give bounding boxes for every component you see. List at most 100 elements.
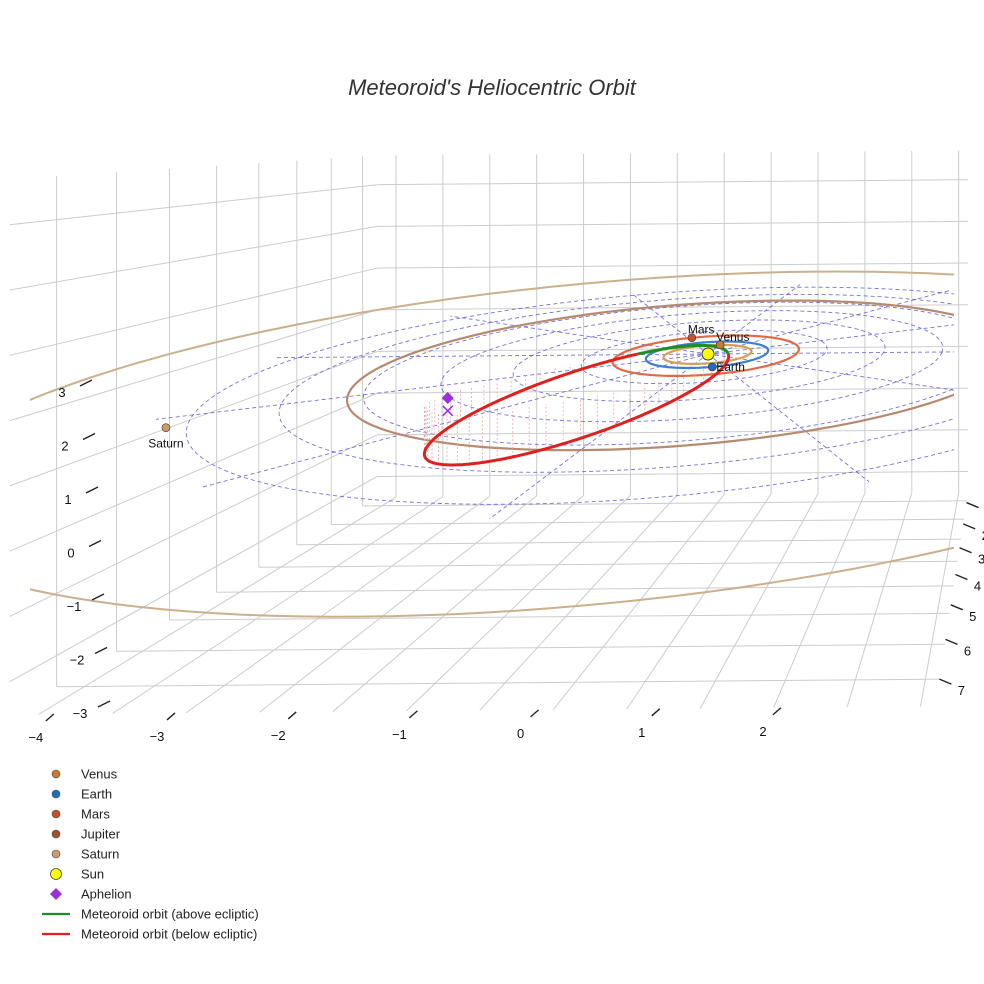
y-tick-mark: [966, 501, 979, 509]
wall-grid-line: [9, 476, 378, 683]
z-tick-label: 1: [64, 492, 71, 507]
x-tick-label: −1: [392, 727, 407, 742]
y-tick-mark: [962, 523, 976, 530]
floor-grid-line: [56, 678, 940, 688]
legend-item: Sun: [50, 867, 104, 882]
wall-grid-line: [9, 184, 378, 226]
y-tick-label: 4: [974, 579, 981, 594]
legend-label: Meteoroid orbit (below ecliptic): [81, 927, 257, 942]
legend-item: Aphelion: [50, 887, 132, 902]
wall-grid-line: [9, 309, 378, 422]
x-tick-label: 1: [638, 725, 645, 740]
axis-ticks: −4−3−2−101212345673210−1−2−3: [28, 379, 984, 745]
legend-label: Mars: [81, 807, 110, 822]
legend: Venus Earth Mars Jupiter Saturn Sun Aphelion Me…: [42, 767, 259, 942]
x-tick-label: −3: [150, 729, 165, 744]
saturn-orbit: [30, 270, 954, 618]
y-tick-mark: [945, 638, 958, 646]
markers: Venus Earth Mars Saturn: [148, 323, 749, 451]
floor-grid-line: [846, 492, 913, 708]
floor-grid-line: [773, 492, 866, 709]
z-tick-mark: [82, 432, 96, 441]
legend-item: Meteoroid orbit (above ecliptic): [42, 907, 259, 922]
y-tick-label: 3: [978, 552, 984, 567]
z-tick-label: 0: [67, 546, 74, 561]
legend-marker: [51, 769, 61, 779]
y-tick-mark: [959, 547, 972, 554]
x-tick-mark: [408, 710, 418, 719]
floor-grid-line: [38, 496, 397, 715]
reference-ring: [580, 329, 828, 385]
x-tick-label: −2: [271, 728, 286, 743]
reference-radial: [707, 284, 801, 355]
floor-grid-line: [169, 612, 950, 621]
reference-radial: [489, 353, 709, 520]
reference-radial: [155, 353, 709, 420]
reference-radial: [707, 353, 870, 483]
legend-label: Jupiter: [81, 827, 121, 842]
floor-grid-line: [362, 500, 967, 507]
x-tick-label: 2: [759, 724, 766, 739]
wall-grid-line: [9, 350, 378, 487]
legend-label: Venus: [81, 767, 118, 782]
x-tick-mark: [45, 713, 55, 722]
floor-grid-line: [185, 495, 491, 714]
reference-radial: [707, 289, 952, 355]
ecliptic-grid: [155, 284, 954, 520]
wall-grid-line: [377, 387, 969, 394]
legend-item: Meteoroid orbit (below ecliptic): [42, 927, 257, 942]
legend-label: Aphelion: [81, 887, 132, 902]
mars-label: Mars: [688, 323, 715, 337]
saturn-label: Saturn: [148, 437, 183, 451]
aphelion-projection-marker: [442, 405, 454, 417]
legend-marker: [50, 868, 62, 880]
y-tick-mark: [939, 678, 952, 685]
floor-grid-line: [699, 493, 819, 709]
legend-label: Meteoroid orbit (above ecliptic): [81, 907, 259, 922]
floor-grid-line: [258, 560, 958, 568]
saturn-orbit-group: [30, 270, 954, 618]
legend-item: Jupiter: [51, 827, 121, 842]
earth-label: Earth: [716, 360, 745, 374]
wall-grid-line: [9, 267, 378, 356]
y-tick-mark: [950, 604, 964, 611]
wall-grid-line: [377, 429, 969, 436]
legend-marker: [51, 829, 61, 839]
y-tick-label: 6: [964, 643, 971, 658]
legend-item: Earth: [51, 787, 112, 802]
y-tick-label: 2: [982, 528, 984, 543]
reference-radial: [200, 353, 709, 488]
z-tick-label: 3: [58, 385, 65, 400]
floor-grid-line: [626, 493, 772, 710]
x-tick-mark: [287, 711, 297, 720]
floor-grid-line: [296, 538, 961, 546]
floor-grid-line: [552, 494, 725, 711]
x-tick-mark: [651, 708, 661, 717]
y-tick-label: 5: [969, 609, 976, 624]
legend-item: Mars: [51, 807, 110, 822]
floor-grid-line: [479, 494, 678, 711]
wall-grid-line: [9, 225, 378, 291]
x-tick-label: −4: [28, 730, 43, 745]
legend-label: Saturn: [81, 847, 119, 862]
legend-label: Sun: [81, 867, 104, 882]
wall-grid-line: [377, 220, 969, 227]
floor-grid-line: [259, 495, 537, 713]
z-tick-label: −1: [67, 599, 82, 614]
wall-grid-line: [377, 179, 969, 186]
reference-radial: [707, 324, 954, 355]
z-tick-mark: [97, 700, 111, 708]
chart-title: Meteoroid's Heliocentric Orbit: [348, 75, 637, 100]
floor-grid-line: [919, 492, 960, 707]
z-tick-mark: [91, 593, 105, 601]
jupiter-orbit: [345, 299, 954, 452]
floor-grid-line: [216, 585, 954, 593]
wall-grid-line: [9, 434, 378, 617]
earth-marker: [707, 362, 717, 372]
floor-grid-line: [116, 643, 945, 652]
z-tick-label: −3: [73, 706, 88, 721]
sun-marker: [701, 347, 715, 361]
legend-marker: [50, 888, 62, 900]
meteoroid-orbit-above: [721, 347, 730, 355]
